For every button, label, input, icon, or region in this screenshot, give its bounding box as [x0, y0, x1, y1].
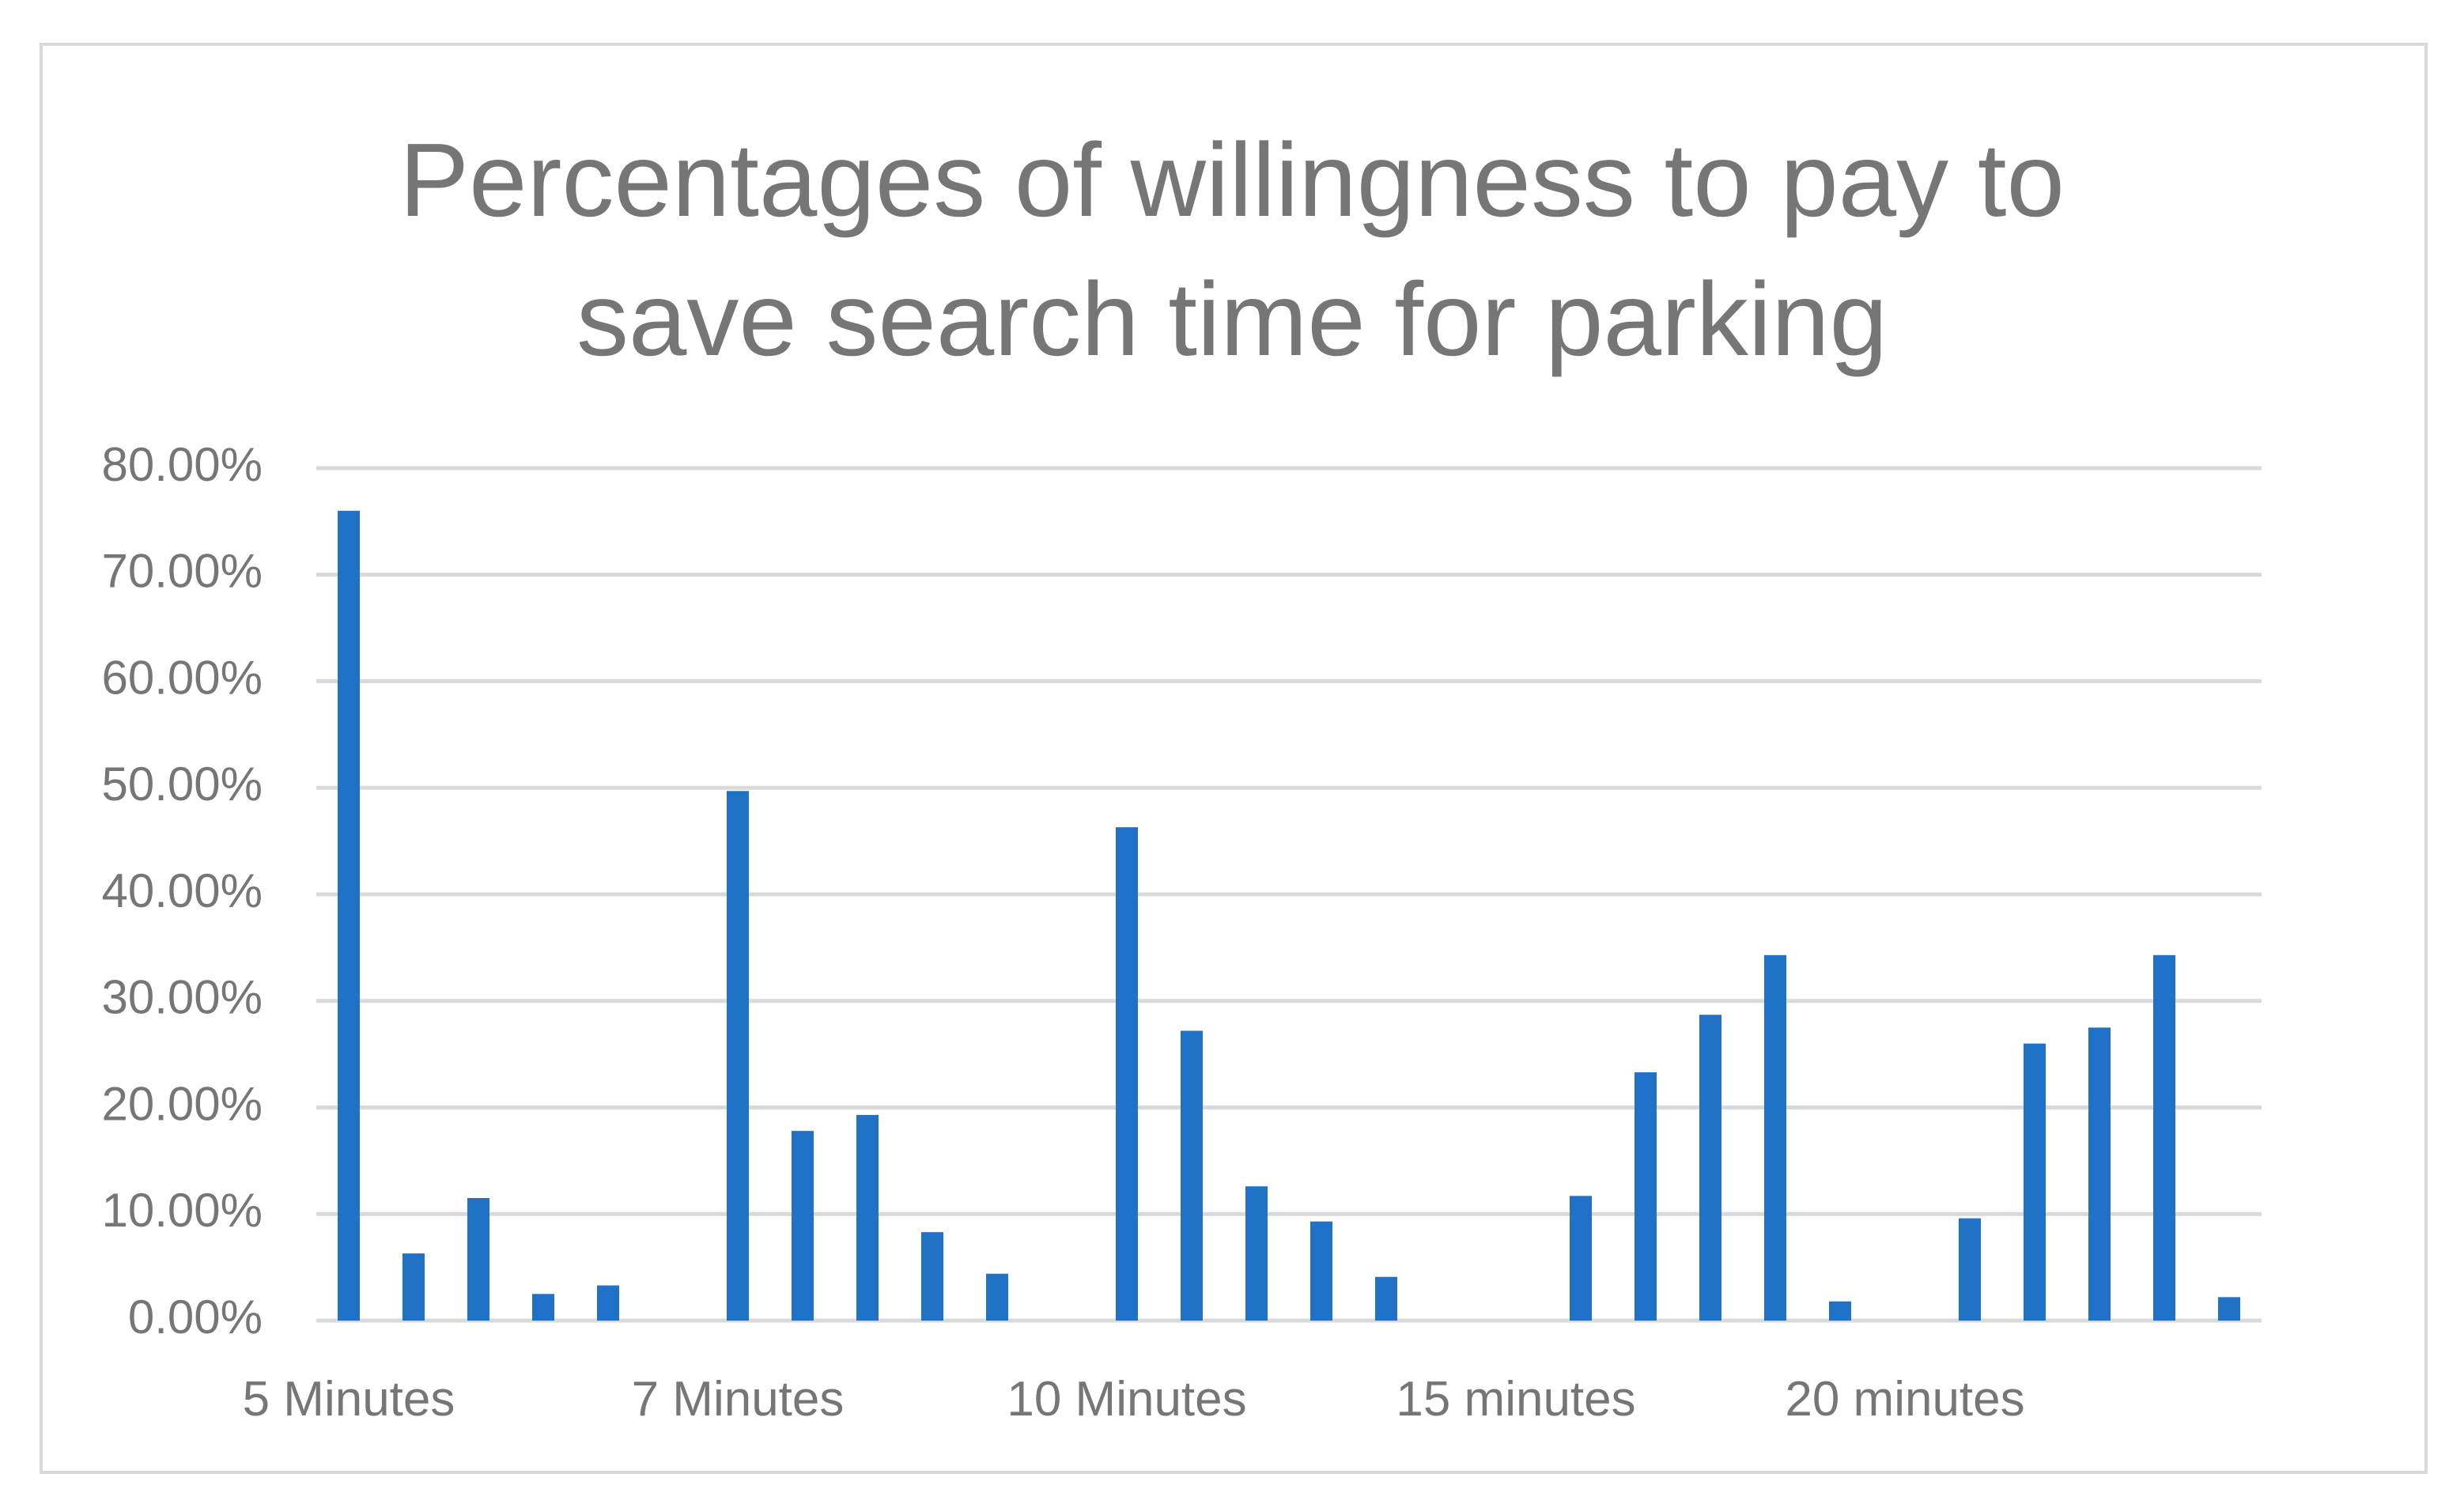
y-axis-tick-labels: 0.00% 10.00% 20.00% 30.00% 40.00% 50.00% 60.00…: [102, 438, 263, 1344]
bar: [1375, 1276, 1397, 1321]
bar: [1245, 1186, 1268, 1321]
bar: [2024, 1043, 2046, 1321]
y-tick-label: 20.00%: [102, 1077, 263, 1130]
bar: [1116, 827, 1138, 1321]
bar: [921, 1232, 943, 1321]
bar: [856, 1114, 879, 1321]
y-tick-label: 70.00%: [102, 545, 263, 598]
y-tick-label: 30.00%: [102, 971, 263, 1024]
bar: [597, 1285, 619, 1321]
y-tick-label: 50.00%: [102, 758, 263, 811]
bar: [1764, 954, 1786, 1321]
bar: [792, 1131, 814, 1321]
bar: [532, 1294, 554, 1321]
bar: [2088, 1027, 2111, 1321]
y-tick-label: 0.00%: [128, 1291, 263, 1344]
x-tick-label: 7 Minutes: [632, 1372, 845, 1427]
bars: [338, 510, 2240, 1321]
bar: [1181, 1030, 1203, 1321]
chart-title: Percentages of willingness to pay to sav…: [399, 122, 2065, 377]
bar: [467, 1198, 489, 1321]
bar: [1310, 1221, 1332, 1321]
x-tick-label: 5 Minutes: [243, 1372, 455, 1427]
y-tick-label: 60.00%: [102, 651, 263, 704]
bar: [727, 791, 749, 1321]
bar: [402, 1253, 425, 1321]
bar: [1829, 1301, 1851, 1321]
x-tick-label: 15 minutes: [1396, 1372, 1635, 1427]
x-tick-label: 20 minutes: [1785, 1372, 2024, 1427]
bar: [338, 510, 360, 1321]
bar: [1634, 1072, 1657, 1321]
x-tick-label: 10 Minutes: [1007, 1372, 1246, 1427]
y-tick-label: 10.00%: [102, 1184, 263, 1237]
bar: [1699, 1015, 1721, 1321]
bar: [1570, 1196, 1592, 1321]
bar: [2218, 1297, 2240, 1321]
bar: [2153, 954, 2175, 1321]
y-tick-label: 40.00%: [102, 864, 263, 917]
bar: [986, 1273, 1008, 1321]
x-axis-tick-labels: 5 Minutes 7 Minutes 10 Minutes 15 minutes 20…: [243, 1372, 2025, 1427]
gridlines: [316, 466, 2262, 1323]
bar: [1959, 1218, 1981, 1321]
y-tick-label: 80.00%: [102, 438, 263, 491]
